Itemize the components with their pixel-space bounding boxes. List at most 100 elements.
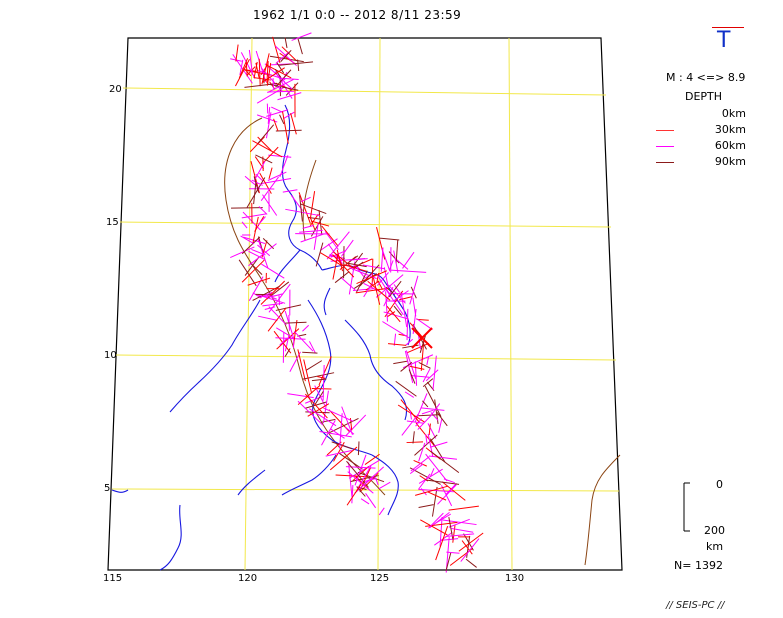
t-axis-segment — [339, 413, 343, 449]
t-axis-segment — [387, 284, 406, 304]
t-axis-segment — [348, 459, 380, 479]
t-axis-segment — [414, 434, 438, 456]
t-axis-segment — [400, 361, 413, 372]
t-axis-segment — [255, 154, 273, 164]
t-axis-segment — [262, 146, 279, 164]
t-axis-segment — [393, 360, 408, 365]
t-axis-segment — [235, 59, 250, 87]
t-axis-segment — [243, 236, 266, 244]
t-axis-segment — [465, 558, 477, 568]
t-axis-segment — [330, 428, 345, 439]
t-axis-segment — [252, 216, 259, 245]
t-mode-bar — [712, 27, 744, 28]
t-axis-segment — [448, 505, 479, 511]
t-axis-segment — [261, 263, 285, 279]
t-axis-segment — [266, 62, 272, 86]
t-axis-segment — [344, 426, 355, 435]
t-axis-segment — [332, 252, 339, 280]
t-axis-segment — [378, 507, 385, 516]
t-axis-segment — [311, 220, 330, 227]
t-axis-segment — [416, 318, 433, 331]
t-axis-segment — [410, 286, 417, 299]
legend-line — [656, 130, 674, 131]
map-frame — [107, 37, 623, 571]
t-axis-segment — [252, 140, 283, 158]
t-axis-segment — [302, 224, 315, 229]
t-axis-segment — [374, 477, 379, 486]
t-axis-segment — [394, 257, 409, 270]
t-axis-segment — [305, 360, 323, 371]
t-axis-segment — [418, 468, 443, 484]
t-axis-segment — [253, 161, 266, 181]
t-axis-segment — [402, 344, 419, 349]
t-axis-segment — [307, 216, 320, 220]
t-axis-segment — [428, 512, 444, 529]
t-axis-segment — [376, 272, 389, 286]
t-axis-segment — [443, 478, 455, 484]
t-axis-segment — [340, 276, 356, 291]
t-axis-segment — [257, 70, 286, 81]
t-axis-segment — [381, 248, 391, 272]
lat-tick-label: 15 — [106, 217, 119, 228]
lon-tick-label: 115 — [103, 573, 123, 584]
t-axis-segment — [268, 167, 273, 180]
t-axis-segment — [415, 485, 448, 496]
t-axis-segment — [267, 90, 295, 93]
t-axis-segment — [400, 399, 420, 423]
t-axis-segment — [274, 71, 293, 99]
t-axis-segment — [297, 400, 324, 426]
t-axis-segment — [388, 280, 402, 298]
lon-tick-label: 130 — [505, 573, 525, 584]
t-axis-segment — [262, 194, 278, 216]
t-axis-segment — [348, 462, 353, 497]
t-axis-segment — [421, 409, 434, 415]
t-axis-segment — [280, 49, 292, 62]
t-axis-segment — [253, 176, 260, 193]
t-axis-segment — [297, 59, 300, 72]
t-axis-segment — [235, 44, 239, 62]
t-axis-segment — [382, 321, 411, 339]
t-axis-segment — [244, 256, 260, 276]
t-axis-segment — [260, 176, 279, 202]
t-axis-segment — [427, 491, 447, 501]
t-axis-segment — [451, 528, 474, 533]
t-axis-segment — [276, 62, 285, 74]
depth-legend-item: 90km — [656, 155, 746, 169]
t-axis-segment — [244, 68, 252, 77]
t-axis-segment — [326, 441, 342, 456]
t-axis-segment — [414, 361, 418, 386]
t-axis-segment — [390, 269, 427, 273]
t-axis-segment — [260, 63, 269, 76]
t-axis-segment — [319, 431, 352, 438]
t-axis-segment — [383, 286, 394, 307]
t-axis-segment — [362, 264, 385, 270]
t-axis-segment — [452, 525, 456, 543]
t-axis-segment — [401, 413, 419, 436]
t-axis-segment — [409, 463, 424, 475]
t-axis-segment — [241, 213, 267, 219]
depth-legend-item: 60km — [656, 139, 746, 153]
t-axis-segment — [352, 261, 364, 271]
t-axis-segment — [315, 242, 324, 267]
t-axis-segment — [335, 474, 366, 478]
t-axis-segment — [277, 92, 302, 101]
t-axis-segment — [305, 395, 324, 404]
t-axis-segment — [354, 252, 364, 265]
t-axis-segment — [297, 384, 321, 405]
legend-line — [656, 162, 674, 163]
t-axis-segment — [272, 36, 281, 64]
t-axis-segment — [271, 106, 283, 113]
t-axis-segment — [309, 216, 316, 231]
t-axis-segment — [257, 216, 266, 226]
t-axis-segment — [404, 350, 414, 384]
t-axis-segment — [437, 484, 457, 505]
t-axis-segment — [445, 533, 475, 538]
t-axis-segment — [281, 77, 299, 81]
t-axis-segment — [365, 493, 377, 509]
t-axis-segment — [425, 479, 460, 485]
t-axis-segment — [426, 356, 430, 366]
t-axis-segment — [293, 330, 314, 352]
mainshock-marker — [411, 327, 433, 349]
t-axis-segment — [428, 423, 431, 436]
